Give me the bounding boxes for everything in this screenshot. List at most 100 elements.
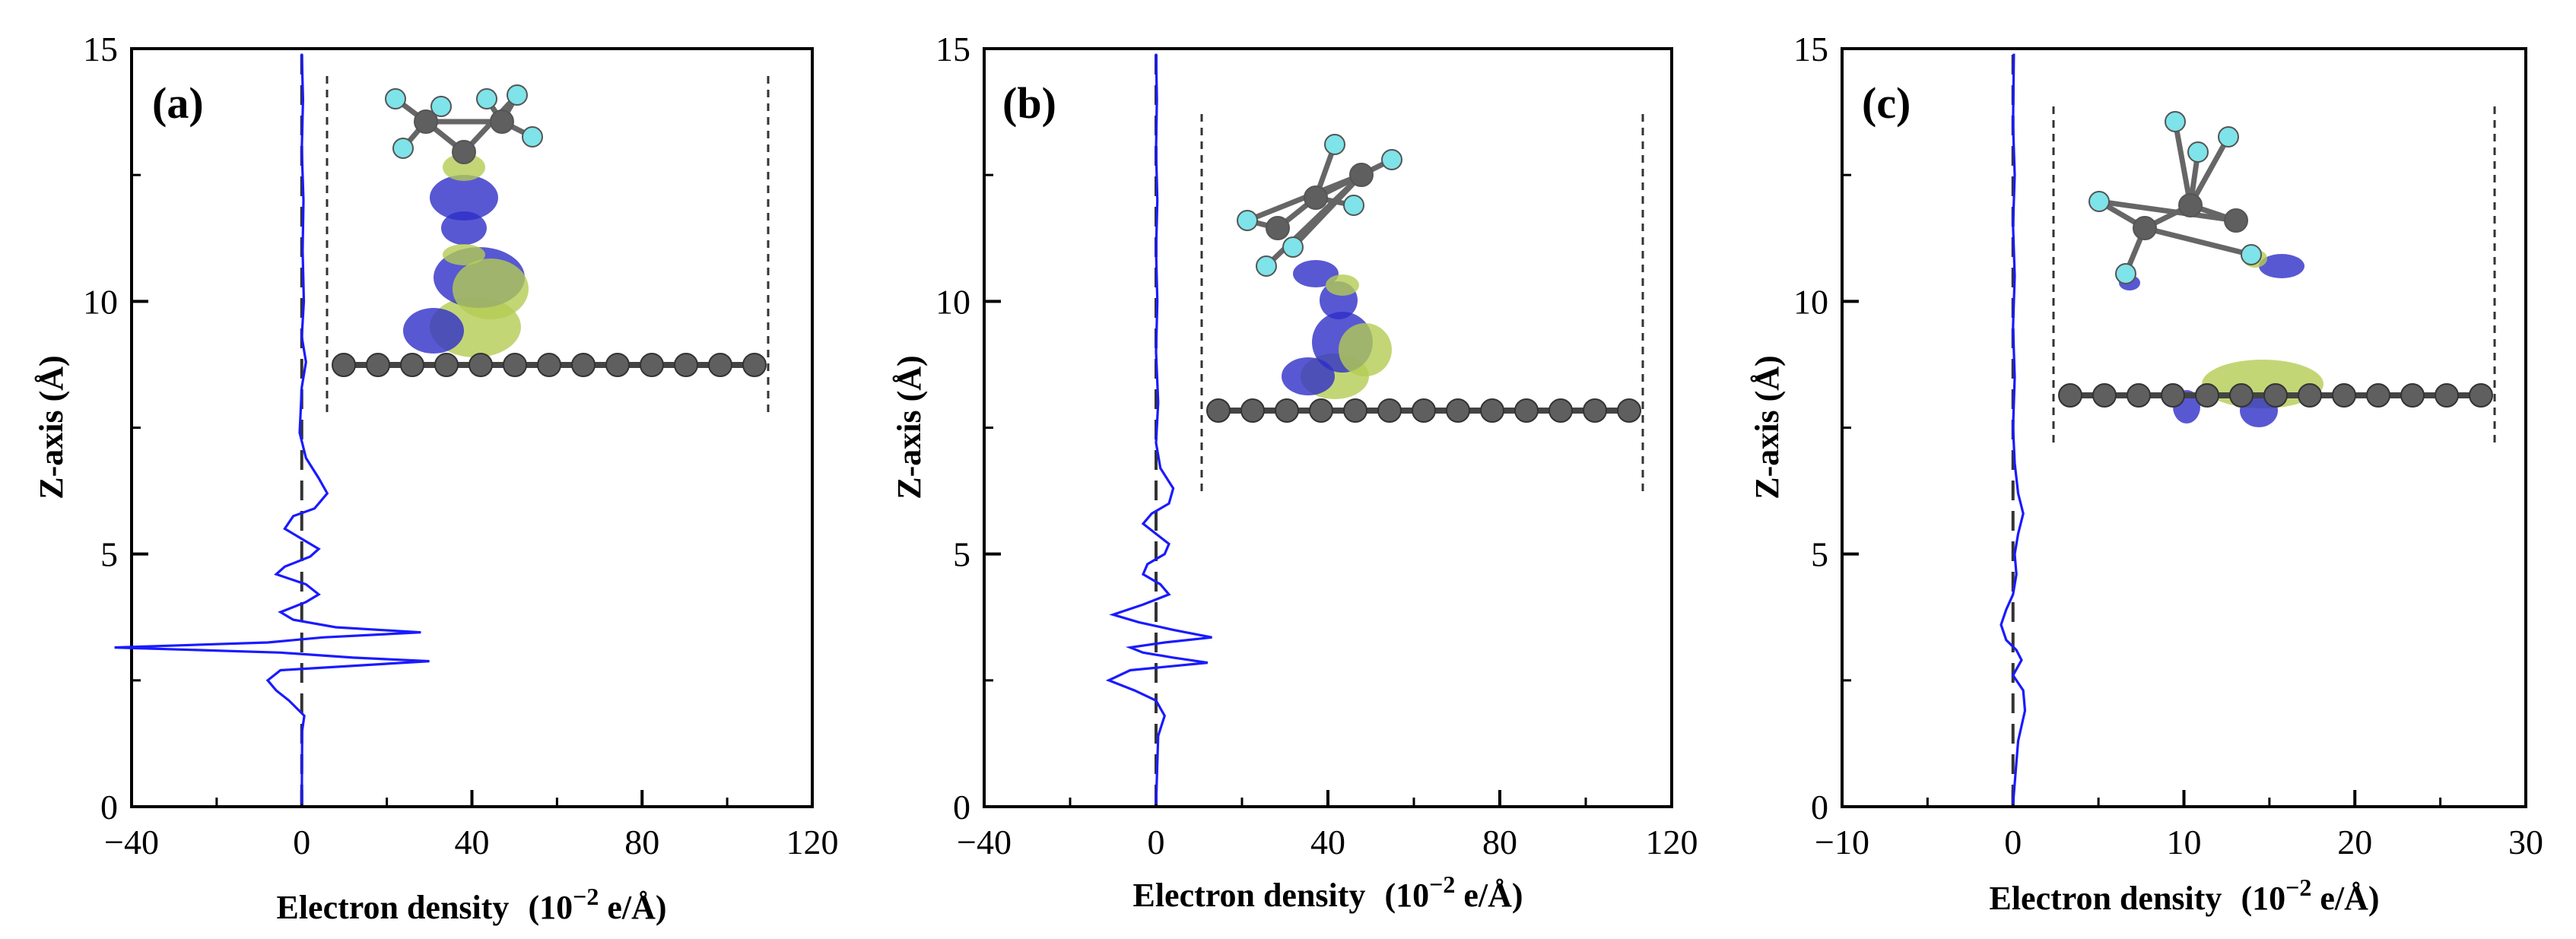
panel-label: (c) — [1862, 78, 1911, 128]
panel-label: (b) — [1002, 78, 1056, 128]
x-tick-label: 0 — [1148, 823, 1165, 861]
carbon-atom — [2092, 383, 2117, 408]
fluorine-atom — [1343, 195, 1364, 216]
carbon-atom — [1617, 398, 1641, 423]
unit-exponent: −2 — [1429, 871, 1455, 898]
y-tick-label: 10 — [1793, 282, 1828, 321]
unit-exponent: −2 — [2285, 874, 2311, 901]
y-tick-label: 15 — [1793, 30, 1828, 68]
carbon-atom — [2133, 216, 2157, 240]
panel-label: (a) — [152, 78, 204, 128]
carbon-atom — [605, 353, 630, 377]
y-tick-label: 5 — [953, 535, 970, 574]
x-tick-label: 120 — [786, 823, 839, 861]
carbon-atom — [674, 353, 698, 377]
x-tick-label: 40 — [1310, 823, 1345, 861]
carbon-atom — [1349, 163, 1374, 187]
y-tick-label: 10 — [935, 282, 970, 321]
fluorine-atom — [2218, 126, 2239, 148]
x-tick-label: −40 — [104, 823, 159, 861]
fluorine-atom — [392, 138, 414, 159]
fluorine-atom — [2241, 244, 2262, 265]
unit-exponent: −2 — [573, 883, 599, 910]
charge-density-inset — [1200, 114, 1644, 494]
carbon-atom — [742, 353, 767, 377]
charge-density-inset — [326, 76, 770, 418]
carbon-atom — [469, 353, 493, 377]
carbon-atom — [1266, 216, 1290, 240]
x-axis-label: Electron density (10−2 e/Å) — [276, 883, 666, 926]
carbon-atom — [503, 353, 527, 377]
x-axis-label: Electron density (10−2 e/Å) — [1989, 874, 2379, 917]
charge-density-curve — [1105, 53, 1212, 804]
x-axis-unit: (10−2 e/Å) — [528, 883, 666, 926]
molecule-bond — [2144, 225, 2252, 258]
carbon-atom — [1514, 398, 1539, 423]
carbon-atom — [1446, 398, 1470, 423]
carbon-atom — [2366, 383, 2390, 408]
charge-density-inset — [2052, 106, 2496, 449]
carbon-atom — [1206, 398, 1231, 423]
carbon-atom — [400, 353, 424, 377]
charge-accumulation-lobe — [443, 154, 485, 181]
charge-accumulation-lobe — [1339, 323, 1392, 376]
molecule-bond — [1291, 173, 1364, 249]
x-tick-label: 80 — [624, 823, 659, 861]
carbon-atom — [2298, 383, 2322, 408]
y-axis-label: Z-axis (Å) — [891, 355, 928, 499]
molecule-bond — [2098, 198, 2237, 224]
fluorine-atom — [1237, 210, 1258, 231]
y-tick-label: 5 — [100, 535, 118, 574]
y-tick-label: 0 — [1811, 788, 1828, 826]
fluorine-atom — [1256, 255, 1277, 277]
x-tick-label: 40 — [455, 823, 490, 861]
carbon-atom — [1304, 186, 1328, 210]
tick-marks — [983, 47, 1673, 808]
x-tick-label: 80 — [1482, 823, 1517, 861]
fluorine-atom — [385, 88, 406, 109]
charge-density-curve — [1999, 53, 2027, 804]
fluorine-atom — [1324, 134, 1345, 155]
x-tick-label: 10 — [2167, 823, 2202, 861]
carbon-atom — [2435, 383, 2459, 408]
carbon-atom — [1583, 398, 1607, 423]
fluorine-atom — [1381, 149, 1402, 170]
fluorine-atom — [507, 84, 528, 106]
fluorine-atom — [2088, 191, 2110, 212]
charge-depletion-lobe — [1282, 357, 1335, 395]
charge-accumulation-lobe — [1326, 274, 1359, 296]
charge-depletion-lobe — [403, 308, 464, 354]
y-tick-label: 15 — [83, 30, 118, 68]
carbon-atom — [2263, 383, 2288, 408]
fluorine-atom — [430, 96, 452, 117]
carbon-atom — [452, 140, 476, 164]
carbon-atom — [414, 109, 438, 134]
x-tick-label: 120 — [1646, 823, 1698, 861]
carbon-atom — [2469, 383, 2493, 408]
tick-marks — [130, 47, 814, 808]
y-axis-label: Z-axis (Å) — [33, 355, 70, 499]
carbon-atom — [366, 353, 390, 377]
y-axis-label: Z-axis (Å) — [1749, 355, 1786, 499]
carbon-atom — [2224, 208, 2248, 233]
fluorine-atom — [476, 88, 497, 109]
carbon-atom — [1343, 398, 1367, 423]
carbon-atom — [640, 353, 664, 377]
carbon-atom — [490, 109, 514, 134]
carbon-atom — [1275, 398, 1299, 423]
carbon-atom — [2195, 383, 2219, 408]
charge-density-curve — [114, 53, 430, 804]
carbon-atom — [1309, 398, 1333, 423]
carbon-atom — [1480, 398, 1504, 423]
carbon-atom — [2400, 383, 2425, 408]
fluorine-atom — [2187, 141, 2209, 163]
x-axis-unit: (10−2 e/Å) — [2241, 874, 2379, 917]
fluorine-atom — [2115, 263, 2136, 284]
charge-depletion-lobe — [441, 211, 487, 245]
